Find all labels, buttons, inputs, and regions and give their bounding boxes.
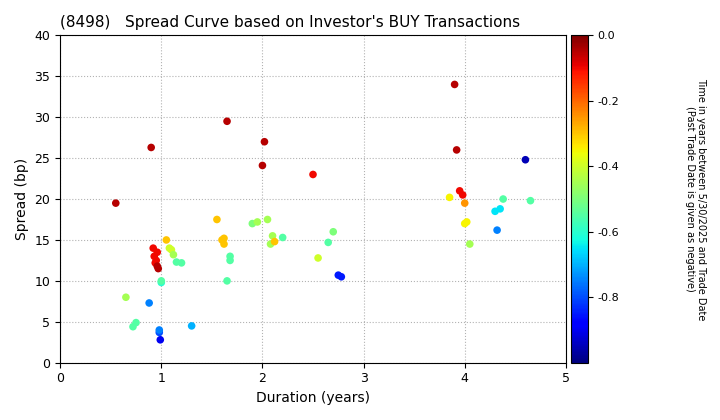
Point [150, 260, 161, 266]
Point [225, 257, 236, 264]
Point [216, 236, 228, 243]
Point [151, 249, 163, 256]
Point [148, 253, 160, 260]
Point [444, 194, 455, 201]
Point [454, 187, 465, 194]
Point [211, 216, 222, 223]
Point [269, 238, 280, 245]
Y-axis label: Spread (bp): Spread (bp) [15, 158, 29, 240]
Point [267, 233, 279, 239]
Point [176, 260, 187, 266]
Text: (8498)   Spread Curve based on Investor's BUY Transactions: (8498) Spread Curve based on Investor's … [60, 15, 521, 30]
Point [153, 329, 165, 336]
Point [153, 327, 165, 333]
Point [218, 235, 230, 242]
Point [186, 323, 197, 329]
Point [127, 323, 139, 330]
Point [451, 147, 462, 153]
Point [171, 259, 182, 265]
Point [498, 196, 509, 202]
Point [166, 247, 177, 253]
Point [490, 208, 501, 215]
Point [218, 241, 230, 247]
Point [457, 192, 469, 198]
Point [150, 257, 162, 264]
Point [148, 245, 159, 252]
Point [257, 162, 269, 169]
Point [323, 239, 334, 246]
Point [449, 81, 460, 88]
Point [265, 241, 276, 247]
Point [143, 299, 155, 306]
Point [145, 144, 157, 151]
Point [277, 234, 289, 241]
Point [333, 272, 344, 278]
Point [221, 278, 233, 284]
Point [110, 200, 122, 207]
Point [168, 251, 179, 258]
Point [312, 255, 324, 261]
Point [251, 218, 263, 225]
Y-axis label: Time in years between 5/30/2025 and Trade Date
(Past Trade Date is given as nega: Time in years between 5/30/2025 and Trad… [685, 78, 706, 320]
Point [328, 228, 339, 235]
Point [336, 273, 347, 280]
Point [464, 241, 475, 247]
Point [156, 279, 167, 286]
Point [151, 263, 163, 270]
Point [520, 156, 531, 163]
Point [225, 253, 236, 260]
Point [459, 200, 470, 207]
Point [491, 227, 503, 234]
Point [495, 205, 506, 212]
Point [130, 319, 142, 326]
Point [163, 245, 175, 252]
Point [153, 265, 164, 272]
Point [525, 197, 536, 204]
Point [221, 118, 233, 125]
Point [461, 218, 472, 225]
Point [307, 171, 319, 178]
Point [156, 278, 167, 284]
Point [459, 220, 470, 227]
X-axis label: Duration (years): Duration (years) [256, 391, 370, 405]
Point [155, 336, 166, 343]
Point [258, 138, 270, 145]
Point [120, 294, 132, 301]
Point [246, 220, 258, 227]
Point [161, 236, 172, 243]
Point [262, 216, 274, 223]
